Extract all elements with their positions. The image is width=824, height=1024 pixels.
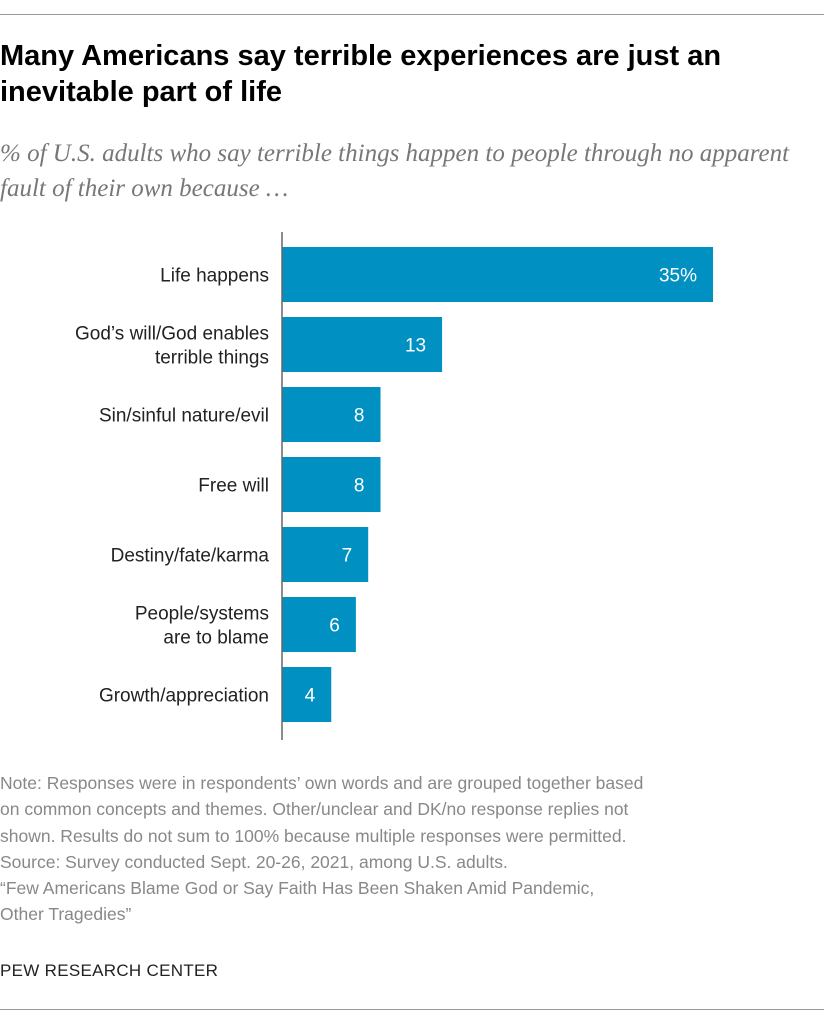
category-label: Growth/appreciation [99, 686, 269, 707]
chart-subtitle: % of U.S. adults who say terrible things… [0, 140, 790, 202]
report-title-line: Other Tragedies” [0, 904, 132, 925]
top-rule [0, 14, 824, 15]
bar [282, 457, 381, 512]
bar [282, 317, 443, 372]
bar [282, 667, 332, 722]
notes: Note: Responses were in respondents’ own… [0, 770, 824, 928]
note-line: Note: Responses were in respondents’ own… [0, 773, 644, 793]
data-label: 4 [305, 686, 316, 707]
category-label: God’s will/God enables [75, 324, 269, 345]
category-label: Sin/sinful nature/evil [99, 406, 269, 427]
bar [282, 527, 369, 582]
source-line: Source: Survey conducted Sept. 20-26, 20… [0, 851, 508, 872]
category-label: Destiny/fate/karma [111, 546, 270, 567]
bar-chart: 35% Life happens 13 God’s will/God enables t… [75, 232, 713, 740]
bottom-rule [0, 1009, 824, 1010]
brand-logo-text: PEW RESEARCH CENTER [0, 961, 219, 980]
data-label: 6 [329, 616, 340, 637]
category-label: Free will [198, 476, 269, 497]
category-label: Life happens [160, 266, 269, 287]
data-label: 7 [342, 546, 353, 567]
note-line: shown. Results do not sum to 100% becaus… [0, 825, 627, 846]
report-title-line: “Few Americans Blame God or Say Faith Ha… [0, 878, 595, 899]
category-label: terrible things [155, 348, 269, 369]
category-label: are to blame [163, 628, 269, 649]
data-label: 8 [354, 476, 365, 497]
category-label: People/systems [135, 604, 269, 625]
bar [282, 387, 381, 442]
bar [282, 247, 713, 302]
note-line: on common concepts and themes. Other/unc… [0, 799, 629, 820]
data-label: 8 [354, 406, 365, 427]
bar [282, 597, 356, 652]
data-label: 35% [659, 266, 697, 287]
chart-title: Many Americans say terrible experiences … [0, 40, 722, 108]
data-label: 13 [405, 336, 426, 357]
